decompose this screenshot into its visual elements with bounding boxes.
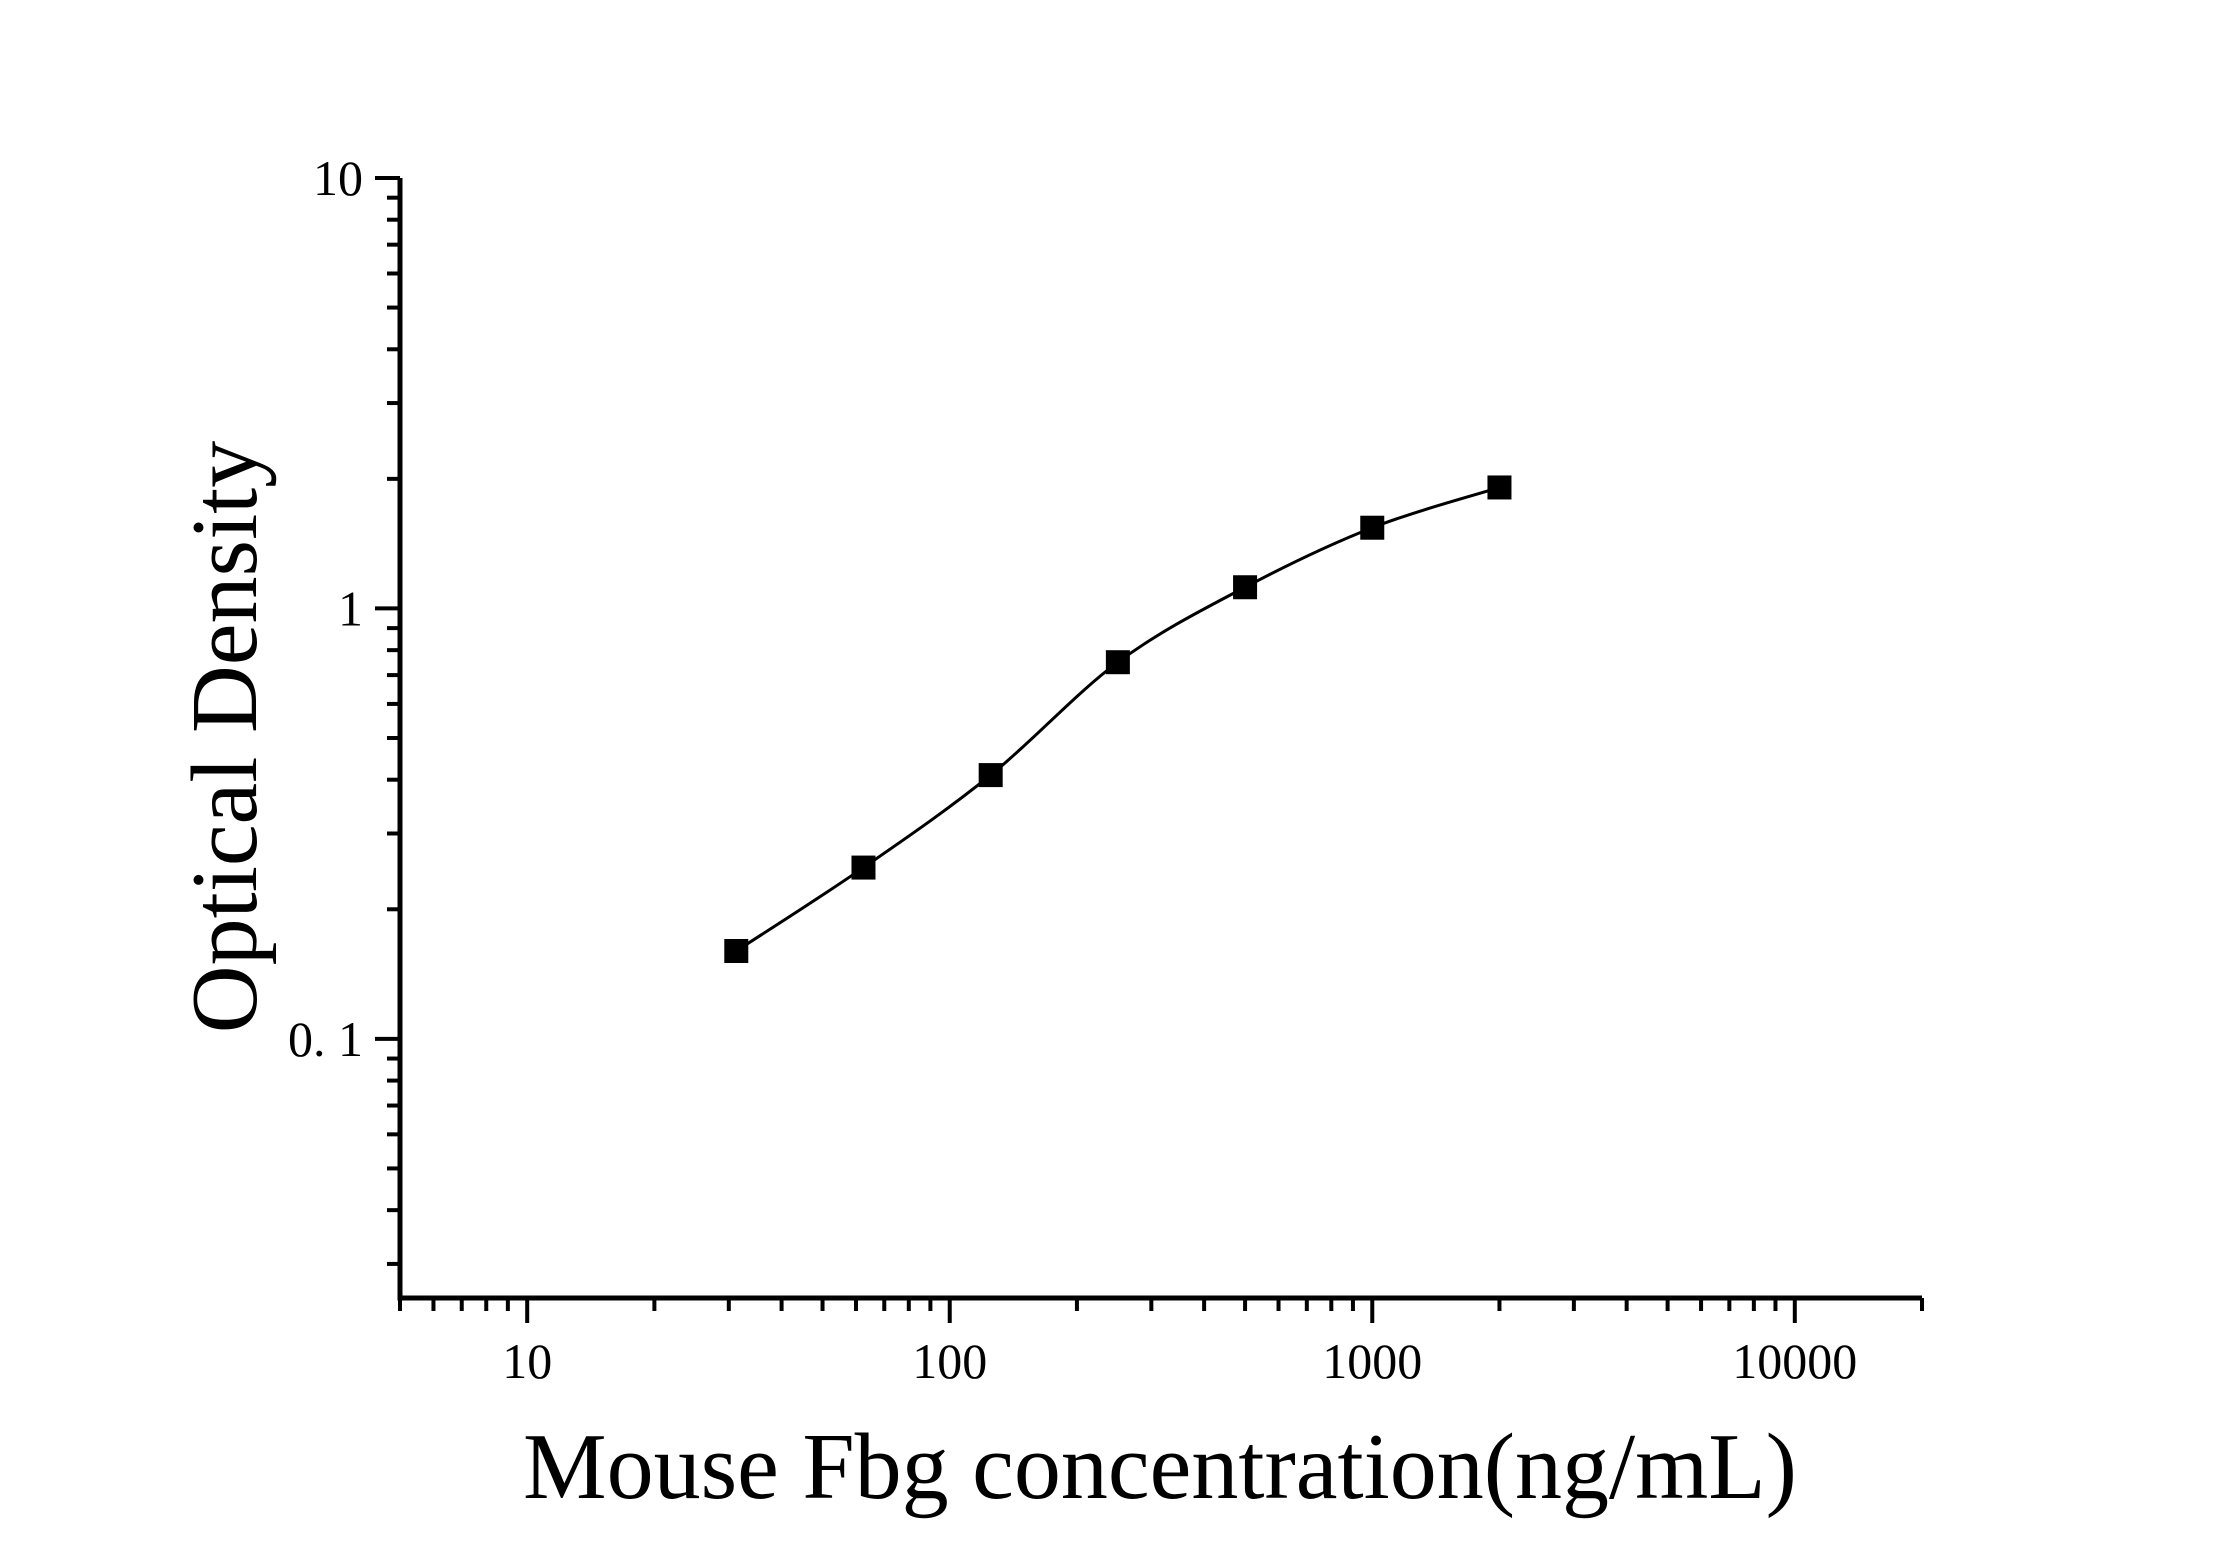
x-tick-label: 1000 [1322,1333,1422,1389]
data-point-marker [1105,650,1130,675]
data-point-marker [1233,575,1258,600]
data-point-marker [724,938,749,963]
x-tick-label: 10 [502,1333,552,1389]
plot-layer [724,475,1512,963]
data-series-line [735,486,1500,953]
data-point-marker [851,855,876,880]
y-tick-label: 1 [338,580,363,636]
y-axis-title: Optical Density [173,441,277,1034]
x-tick-label: 100 [912,1333,987,1389]
axes-layer: 10 100 1000 10000 0. 1 1 10 [288,150,1924,1389]
x-axis-title: Mouse Fbg concentration(ng/mL) [523,1415,1797,1519]
data-point-marker [978,763,1003,788]
data-point-marker [1360,515,1385,540]
y-tick-label: 10 [313,150,363,206]
axis-spine [397,178,1922,1301]
data-point-marker [1487,475,1512,500]
y-tick-label: 0. 1 [288,1011,363,1067]
x-tick-label: 10000 [1732,1333,1857,1389]
